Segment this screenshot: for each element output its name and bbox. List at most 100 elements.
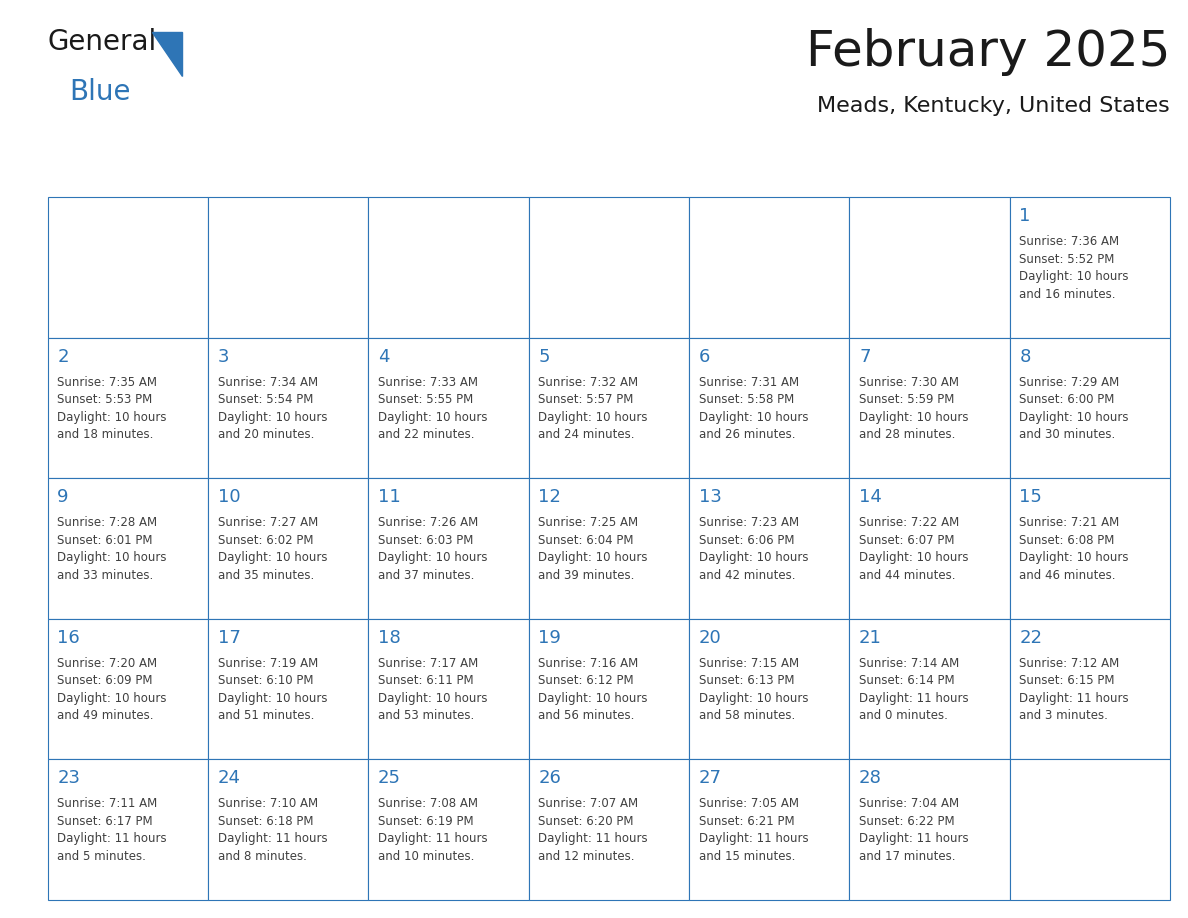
Bar [208, 338, 368, 478]
Text: Sunrise: 7:33 AM
Sunset: 5:55 PM
Daylight: 10 hours
and 22 minutes.: Sunrise: 7:33 AM Sunset: 5:55 PM Dayligh… [378, 375, 487, 442]
Text: 27: 27 [699, 769, 721, 787]
Bar [689, 478, 849, 619]
Bar [368, 338, 529, 478]
Text: 22: 22 [1019, 629, 1042, 646]
Text: Sunrise: 7:17 AM
Sunset: 6:11 PM
Daylight: 10 hours
and 53 minutes.: Sunrise: 7:17 AM Sunset: 6:11 PM Dayligh… [378, 656, 487, 722]
Text: 24: 24 [217, 769, 240, 787]
Text: 16: 16 [57, 629, 80, 646]
Text: Sunrise: 7:19 AM
Sunset: 6:10 PM
Daylight: 10 hours
and 51 minutes.: Sunrise: 7:19 AM Sunset: 6:10 PM Dayligh… [217, 656, 327, 722]
Bar [1010, 478, 1170, 619]
Text: 3: 3 [217, 348, 229, 365]
Text: Thursday: Thursday [700, 161, 778, 179]
Text: February 2025: February 2025 [805, 28, 1170, 75]
Bar [1010, 338, 1170, 478]
Text: Sunrise: 7:12 AM
Sunset: 6:15 PM
Daylight: 11 hours
and 3 minutes.: Sunrise: 7:12 AM Sunset: 6:15 PM Dayligh… [1019, 656, 1129, 722]
Text: 26: 26 [538, 769, 561, 787]
Bar [368, 478, 529, 619]
Text: 11: 11 [378, 488, 400, 506]
Bar [689, 197, 849, 338]
Text: Sunrise: 7:22 AM
Sunset: 6:07 PM
Daylight: 10 hours
and 44 minutes.: Sunrise: 7:22 AM Sunset: 6:07 PM Dayligh… [859, 516, 968, 582]
Text: Sunrise: 7:32 AM
Sunset: 5:57 PM
Daylight: 10 hours
and 24 minutes.: Sunrise: 7:32 AM Sunset: 5:57 PM Dayligh… [538, 375, 647, 442]
Text: 19: 19 [538, 629, 561, 646]
Text: Wednesday: Wednesday [539, 161, 636, 179]
Bar [529, 197, 689, 338]
Text: Sunrise: 7:34 AM
Sunset: 5:54 PM
Daylight: 10 hours
and 20 minutes.: Sunrise: 7:34 AM Sunset: 5:54 PM Dayligh… [217, 375, 327, 442]
Text: Sunday: Sunday [58, 161, 121, 179]
Bar [529, 759, 689, 900]
Text: Sunrise: 7:16 AM
Sunset: 6:12 PM
Daylight: 10 hours
and 56 minutes.: Sunrise: 7:16 AM Sunset: 6:12 PM Dayligh… [538, 656, 647, 722]
Text: Sunrise: 7:25 AM
Sunset: 6:04 PM
Daylight: 10 hours
and 39 minutes.: Sunrise: 7:25 AM Sunset: 6:04 PM Dayligh… [538, 516, 647, 582]
Bar [529, 338, 689, 478]
Text: 13: 13 [699, 488, 721, 506]
Text: Sunrise: 7:04 AM
Sunset: 6:22 PM
Daylight: 11 hours
and 17 minutes.: Sunrise: 7:04 AM Sunset: 6:22 PM Dayligh… [859, 797, 968, 863]
Text: Sunrise: 7:21 AM
Sunset: 6:08 PM
Daylight: 10 hours
and 46 minutes.: Sunrise: 7:21 AM Sunset: 6:08 PM Dayligh… [1019, 516, 1129, 582]
Bar [849, 759, 1010, 900]
Text: 17: 17 [217, 629, 240, 646]
Text: Sunrise: 7:23 AM
Sunset: 6:06 PM
Daylight: 10 hours
and 42 minutes.: Sunrise: 7:23 AM Sunset: 6:06 PM Dayligh… [699, 516, 808, 582]
Text: Sunrise: 7:14 AM
Sunset: 6:14 PM
Daylight: 11 hours
and 0 minutes.: Sunrise: 7:14 AM Sunset: 6:14 PM Dayligh… [859, 656, 968, 722]
Text: 23: 23 [57, 769, 80, 787]
Bar [689, 619, 849, 759]
Text: Sunrise: 7:05 AM
Sunset: 6:21 PM
Daylight: 11 hours
and 15 minutes.: Sunrise: 7:05 AM Sunset: 6:21 PM Dayligh… [699, 797, 808, 863]
Bar [849, 197, 1010, 338]
Text: Meads, Kentucky, United States: Meads, Kentucky, United States [817, 96, 1170, 117]
Bar [849, 619, 1010, 759]
Text: Sunrise: 7:08 AM
Sunset: 6:19 PM
Daylight: 11 hours
and 10 minutes.: Sunrise: 7:08 AM Sunset: 6:19 PM Dayligh… [378, 797, 487, 863]
Bar [48, 619, 208, 759]
Text: 1: 1 [1019, 207, 1031, 225]
Bar [208, 619, 368, 759]
Text: Monday: Monday [219, 161, 285, 179]
Text: 5: 5 [538, 348, 550, 365]
Text: 28: 28 [859, 769, 881, 787]
Bar [368, 759, 529, 900]
Bar [48, 478, 208, 619]
Text: Sunrise: 7:10 AM
Sunset: 6:18 PM
Daylight: 11 hours
and 8 minutes.: Sunrise: 7:10 AM Sunset: 6:18 PM Dayligh… [217, 797, 327, 863]
Text: 6: 6 [699, 348, 710, 365]
Text: 10: 10 [217, 488, 240, 506]
Text: Sunrise: 7:31 AM
Sunset: 5:58 PM
Daylight: 10 hours
and 26 minutes.: Sunrise: 7:31 AM Sunset: 5:58 PM Dayligh… [699, 375, 808, 442]
Text: Sunrise: 7:11 AM
Sunset: 6:17 PM
Daylight: 11 hours
and 5 minutes.: Sunrise: 7:11 AM Sunset: 6:17 PM Dayligh… [57, 797, 166, 863]
Bar [368, 197, 529, 338]
Text: Tuesday: Tuesday [379, 161, 447, 179]
Text: Saturday: Saturday [1020, 161, 1095, 179]
Text: 18: 18 [378, 629, 400, 646]
Bar [529, 619, 689, 759]
Bar [689, 338, 849, 478]
Bar [48, 759, 208, 900]
Text: 4: 4 [378, 348, 390, 365]
Text: Sunrise: 7:27 AM
Sunset: 6:02 PM
Daylight: 10 hours
and 35 minutes.: Sunrise: 7:27 AM Sunset: 6:02 PM Dayligh… [217, 516, 327, 582]
Text: 8: 8 [1019, 348, 1031, 365]
Text: 25: 25 [378, 769, 400, 787]
Bar [48, 338, 208, 478]
Text: Friday: Friday [860, 161, 911, 179]
Bar [1010, 197, 1170, 338]
Bar [849, 338, 1010, 478]
Bar [208, 759, 368, 900]
Bar [849, 478, 1010, 619]
Text: Sunrise: 7:07 AM
Sunset: 6:20 PM
Daylight: 11 hours
and 12 minutes.: Sunrise: 7:07 AM Sunset: 6:20 PM Dayligh… [538, 797, 647, 863]
Text: Sunrise: 7:35 AM
Sunset: 5:53 PM
Daylight: 10 hours
and 18 minutes.: Sunrise: 7:35 AM Sunset: 5:53 PM Dayligh… [57, 375, 166, 442]
Text: 7: 7 [859, 348, 871, 365]
Text: Sunrise: 7:26 AM
Sunset: 6:03 PM
Daylight: 10 hours
and 37 minutes.: Sunrise: 7:26 AM Sunset: 6:03 PM Dayligh… [378, 516, 487, 582]
Text: 2: 2 [57, 348, 69, 365]
Text: Sunrise: 7:30 AM
Sunset: 5:59 PM
Daylight: 10 hours
and 28 minutes.: Sunrise: 7:30 AM Sunset: 5:59 PM Dayligh… [859, 375, 968, 442]
Text: Sunrise: 7:36 AM
Sunset: 5:52 PM
Daylight: 10 hours
and 16 minutes.: Sunrise: 7:36 AM Sunset: 5:52 PM Dayligh… [1019, 235, 1129, 301]
Text: Blue: Blue [69, 78, 131, 106]
Text: 9: 9 [57, 488, 69, 506]
Bar [208, 478, 368, 619]
Bar [1010, 759, 1170, 900]
Text: Sunrise: 7:20 AM
Sunset: 6:09 PM
Daylight: 10 hours
and 49 minutes.: Sunrise: 7:20 AM Sunset: 6:09 PM Dayligh… [57, 656, 166, 722]
Bar [1010, 619, 1170, 759]
Text: 14: 14 [859, 488, 881, 506]
Text: 20: 20 [699, 629, 721, 646]
Bar [368, 619, 529, 759]
Bar [689, 759, 849, 900]
Text: Sunrise: 7:15 AM
Sunset: 6:13 PM
Daylight: 10 hours
and 58 minutes.: Sunrise: 7:15 AM Sunset: 6:13 PM Dayligh… [699, 656, 808, 722]
Text: 12: 12 [538, 488, 561, 506]
Text: Sunrise: 7:29 AM
Sunset: 6:00 PM
Daylight: 10 hours
and 30 minutes.: Sunrise: 7:29 AM Sunset: 6:00 PM Dayligh… [1019, 375, 1129, 442]
Bar [208, 197, 368, 338]
Text: General: General [48, 28, 157, 56]
Bar [48, 197, 208, 338]
Text: 21: 21 [859, 629, 881, 646]
Text: Sunrise: 7:28 AM
Sunset: 6:01 PM
Daylight: 10 hours
and 33 minutes.: Sunrise: 7:28 AM Sunset: 6:01 PM Dayligh… [57, 516, 166, 582]
